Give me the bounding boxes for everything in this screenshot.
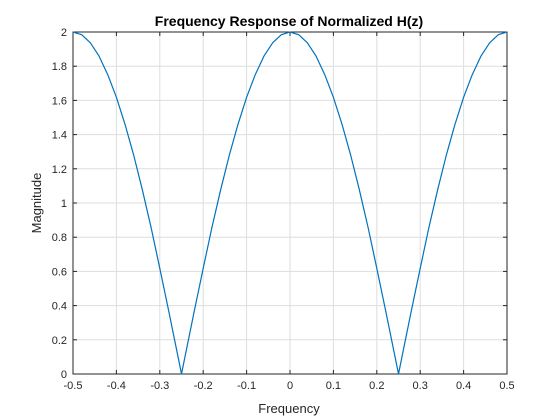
y-tick-label: 0.6	[52, 266, 67, 278]
x-tick-label: -0.4	[107, 380, 126, 392]
y-tick-label: 1.8	[52, 61, 67, 73]
y-tick-label: 0.2	[52, 335, 67, 347]
x-tick-label: -0.5	[64, 380, 83, 392]
x-tick-label: 0.4	[456, 380, 471, 392]
x-tick-label: 0	[287, 380, 293, 392]
y-tick-label: 1.6	[52, 95, 67, 107]
y-tick-label: 2	[61, 27, 67, 39]
x-tick-label: -0.2	[194, 380, 213, 392]
series-layer	[72, 31, 508, 375]
x-tick-label: 0.3	[413, 380, 428, 392]
grid	[72, 31, 508, 375]
x-tick-label: 0.2	[369, 380, 384, 392]
x-tick-label: 0.1	[326, 380, 341, 392]
series-line	[72, 31, 508, 375]
axis-ticks: -0.5 -0.4 -0.3 -0.2 -0.1 0 0.1 0.2 0.3 0.4 0.5 0 0.2…	[52, 27, 515, 392]
y-tick-label: 0.4	[52, 301, 67, 313]
chart-title: Frequency Response of Normalized H(z)	[155, 13, 423, 29]
y-tick-label: 1.2	[52, 164, 67, 176]
y-tick-label: 0.8	[52, 232, 67, 244]
x-tick-label: -0.3	[150, 380, 169, 392]
y-tick-label: 1	[61, 198, 67, 210]
y-tick-label: 1.4	[52, 130, 67, 142]
x-axis-label: Frequency	[258, 401, 320, 416]
x-tick-label: 0.5	[499, 380, 514, 392]
y-tick-label: 0	[61, 369, 67, 381]
x-tick-label: -0.1	[237, 380, 256, 392]
y-axis-label: Magnitude	[29, 173, 44, 234]
